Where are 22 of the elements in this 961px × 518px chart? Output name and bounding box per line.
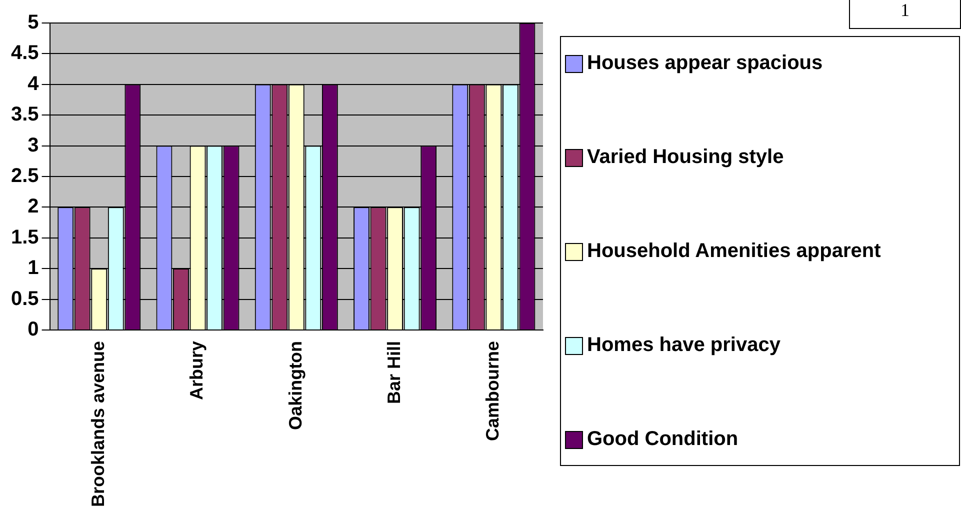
y-tick-label: 3.5 xyxy=(10,104,39,126)
legend-label: Homes have privacy xyxy=(587,333,780,357)
y-tick-label: 2.5 xyxy=(10,164,39,187)
y-tick-label: 1 xyxy=(28,257,39,280)
y-tick-label: 0 xyxy=(28,318,39,340)
legend-label: Varied Housing style xyxy=(587,145,784,169)
y-tick-label: 5 xyxy=(28,12,39,34)
x-tick-label: Oakington xyxy=(285,340,306,430)
y-tick-label: 4 xyxy=(28,72,40,95)
y-tick-label: 1.5 xyxy=(10,226,39,248)
x-tick-label: Bar Hill xyxy=(384,340,404,404)
legend-label: Good Condition xyxy=(587,427,738,451)
x-tick-label: Brooklands avenue xyxy=(88,340,108,508)
y-tick-label: 0.5 xyxy=(10,288,39,310)
y-tick-label: 4.5 xyxy=(10,42,39,64)
y-tick-label: 2 xyxy=(28,196,39,218)
legend-label: Houses appear spacious xyxy=(587,51,823,75)
x-tick-label: Arbury xyxy=(186,340,207,400)
y-tick-label: 3 xyxy=(28,134,39,156)
legend-label: Household Amenities apparent xyxy=(587,239,881,263)
text: 1 xyxy=(849,0,961,29)
x-tick-label: Cambourne xyxy=(482,340,503,441)
